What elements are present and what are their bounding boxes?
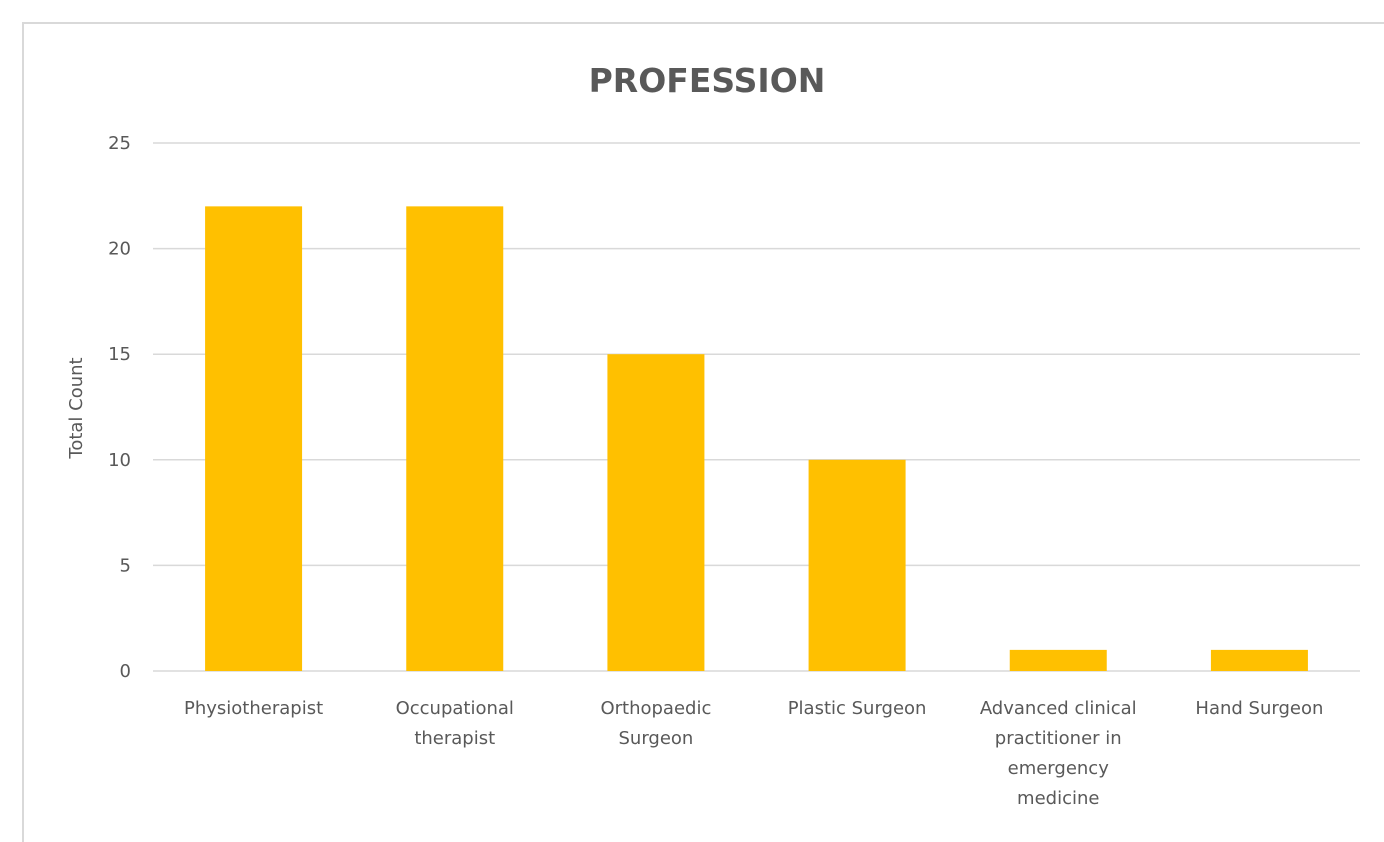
bars: [205, 206, 1308, 672]
bar: [1210, 649, 1308, 671]
y-tick-label: 5: [120, 555, 131, 576]
y-tick-label: 20: [108, 239, 131, 260]
bar: [808, 459, 906, 671]
category-label: Advanced clinical practitioner in emergenc…: [980, 698, 1137, 809]
y-tick-label: 25: [108, 133, 131, 154]
category-labels: Physiotherapist Occupational therapist Orth…: [184, 698, 1323, 809]
bar-chart: 0 5 10 15 20 25 Physiotherapist Occupational th…: [66, 61, 1360, 809]
y-axis-title: Total Count: [66, 357, 87, 459]
category-label: Occupational therapist: [396, 698, 514, 749]
category-label: Plastic Surgeon: [788, 698, 927, 719]
y-tick-label: 15: [108, 344, 131, 365]
bar: [1009, 649, 1107, 671]
bar: [205, 206, 303, 672]
gridlines: [153, 142, 1360, 672]
category-label: Hand Surgeon: [1195, 698, 1323, 719]
y-tick-labels: 0 5 10 15 20 25: [108, 133, 131, 682]
bar: [607, 354, 705, 671]
bar: [406, 206, 504, 672]
category-label: Orthopaedic Surgeon: [600, 698, 711, 749]
y-tick-label: 0: [120, 661, 131, 682]
chart-title: PROFESSION: [589, 61, 826, 100]
y-tick-label: 10: [108, 450, 131, 471]
category-label: Physiotherapist: [184, 698, 323, 719]
